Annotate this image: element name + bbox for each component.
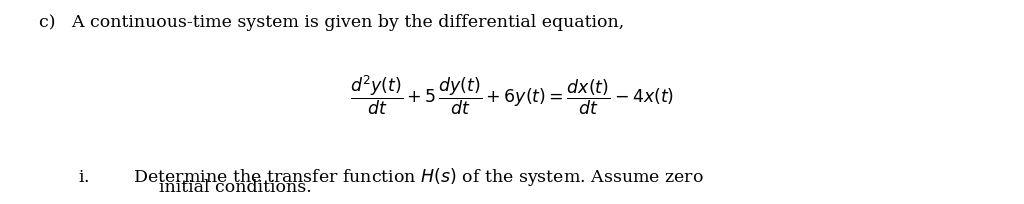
Text: $\dfrac{d^2y(t)}{dt} + 5\,\dfrac{dy(t)}{dt} + 6y(t) = \dfrac{dx(t)}{dt} - 4x(t)$: $\dfrac{d^2y(t)}{dt} + 5\,\dfrac{dy(t)}{…	[350, 73, 674, 117]
Text: i.        Determine the transfer function $H(s)$ of the system. Assume zero: i. Determine the transfer function $H(s)…	[78, 166, 703, 188]
Text: initial conditions.: initial conditions.	[159, 179, 311, 196]
Text: c)   A continuous-time system is given by the differential equation,: c) A continuous-time system is given by …	[39, 14, 625, 31]
